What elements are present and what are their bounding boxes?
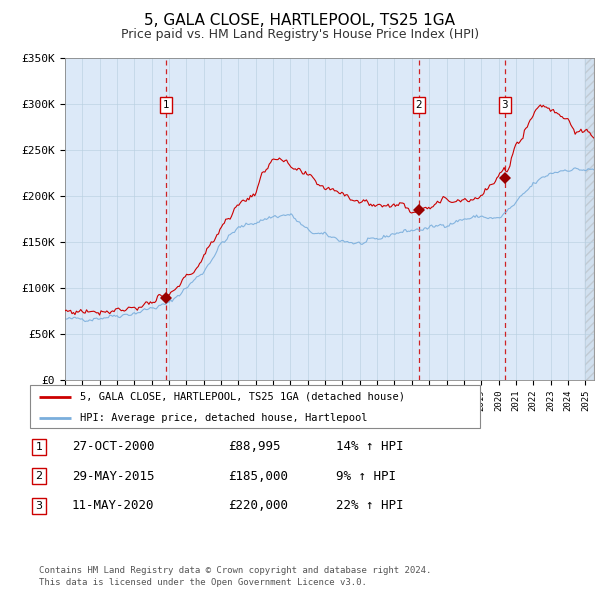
Text: £185,000: £185,000 [228, 470, 288, 483]
Text: 1: 1 [35, 442, 43, 451]
Text: 3: 3 [35, 501, 43, 510]
Text: £220,000: £220,000 [228, 499, 288, 512]
Text: Contains HM Land Registry data © Crown copyright and database right 2024.
This d: Contains HM Land Registry data © Crown c… [39, 566, 431, 587]
Text: 1: 1 [163, 100, 169, 110]
Text: 2: 2 [35, 471, 43, 481]
Text: 27-OCT-2000: 27-OCT-2000 [72, 440, 155, 453]
Polygon shape [586, 58, 594, 380]
Text: 5, GALA CLOSE, HARTLEPOOL, TS25 1GA (detached house): 5, GALA CLOSE, HARTLEPOOL, TS25 1GA (det… [79, 392, 404, 402]
Text: 29-MAY-2015: 29-MAY-2015 [72, 470, 155, 483]
Text: 3: 3 [502, 100, 508, 110]
Text: 5, GALA CLOSE, HARTLEPOOL, TS25 1GA: 5, GALA CLOSE, HARTLEPOOL, TS25 1GA [145, 13, 455, 28]
Text: Price paid vs. HM Land Registry's House Price Index (HPI): Price paid vs. HM Land Registry's House … [121, 28, 479, 41]
FancyBboxPatch shape [30, 385, 480, 428]
Text: HPI: Average price, detached house, Hartlepool: HPI: Average price, detached house, Hart… [79, 414, 367, 424]
Text: 2: 2 [416, 100, 422, 110]
Text: £88,995: £88,995 [228, 440, 281, 453]
Text: 11-MAY-2020: 11-MAY-2020 [72, 499, 155, 512]
Text: 22% ↑ HPI: 22% ↑ HPI [336, 499, 404, 512]
Text: 9% ↑ HPI: 9% ↑ HPI [336, 470, 396, 483]
Text: 14% ↑ HPI: 14% ↑ HPI [336, 440, 404, 453]
